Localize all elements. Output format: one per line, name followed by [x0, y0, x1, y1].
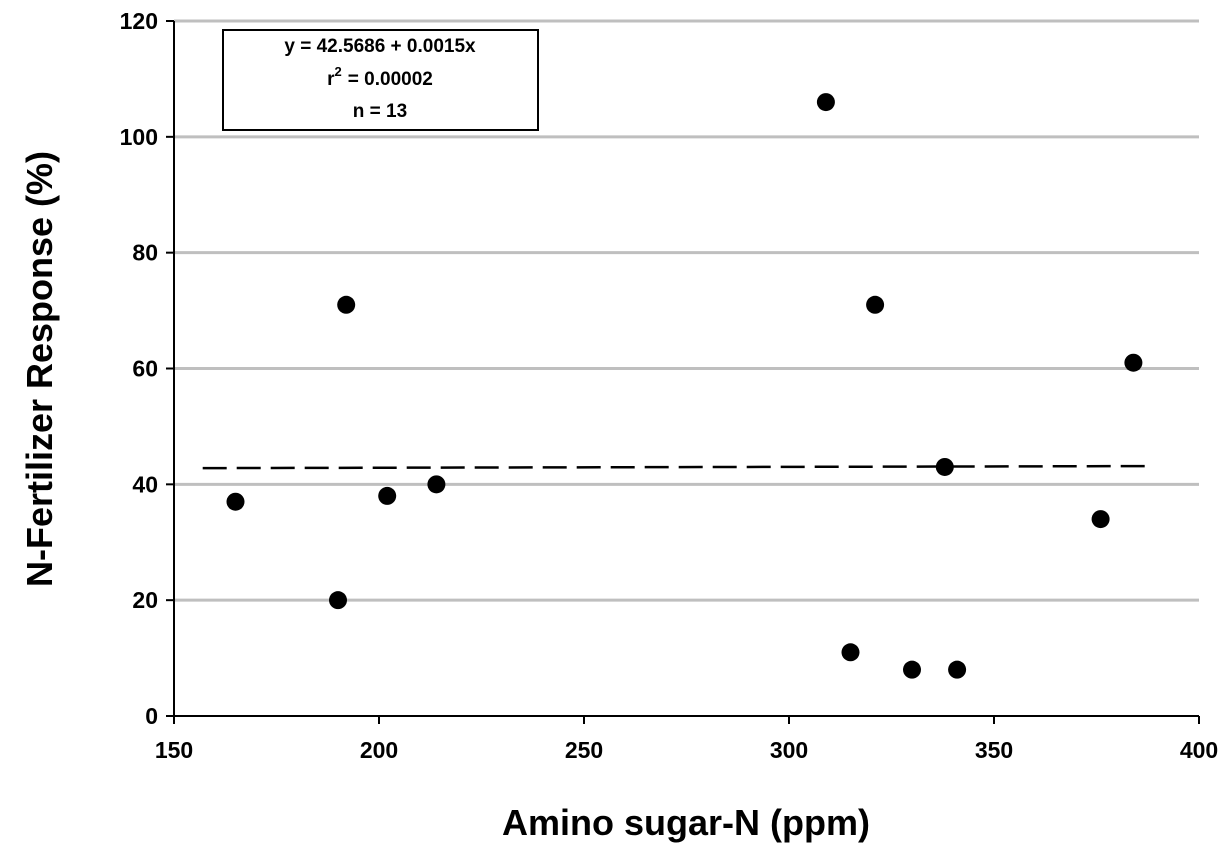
r-squared: r2 = 0.00002	[327, 64, 433, 90]
x-tick-label: 200	[360, 737, 398, 763]
point	[816, 93, 835, 112]
point	[1124, 353, 1143, 372]
r2-base: r	[327, 69, 335, 90]
y-tick-label: 60	[132, 356, 158, 382]
y-tick-label: 40	[132, 471, 158, 497]
y-tick-label: 80	[132, 240, 158, 266]
r2-sup: 2	[335, 64, 342, 79]
point	[427, 475, 446, 494]
point	[329, 591, 347, 610]
point	[337, 295, 356, 314]
point	[1091, 510, 1110, 529]
point	[866, 295, 885, 314]
x-tick-label: 150	[155, 737, 193, 763]
point	[378, 486, 397, 505]
x-tick-label: 250	[565, 737, 603, 763]
y-tick-label: 120	[120, 8, 158, 34]
x-tick-label: 350	[975, 737, 1013, 763]
trend-line	[202, 464, 1154, 470]
y-tick-label: 100	[120, 124, 158, 150]
point	[935, 457, 954, 476]
r2-value: = 0.00002	[348, 69, 433, 90]
annotation-box	[222, 29, 539, 131]
y-tick-label: 20	[132, 587, 158, 613]
x-tick-label: 300	[770, 737, 808, 763]
point	[903, 660, 921, 679]
y-tick-label: 0	[145, 703, 158, 729]
n-count: n = 13	[353, 101, 407, 122]
x-axis-label: Amino sugar-N (ppm)	[502, 802, 870, 843]
equation: y = 42.5686 + 0.0015x	[284, 36, 476, 57]
point	[841, 643, 860, 662]
point	[948, 660, 967, 679]
y-axis-label: N-Fertilizer Response (%)	[19, 151, 60, 587]
point	[226, 492, 245, 511]
x-tick-label: 400	[1180, 737, 1218, 763]
